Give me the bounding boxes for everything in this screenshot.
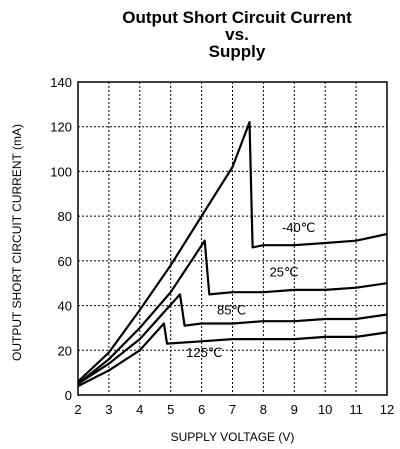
y-tick-label: 60: [58, 254, 72, 269]
x-tick-label: 5: [167, 402, 174, 417]
y-axis-label: OUTPUT SHORT CIRCUIT CURRENT (mA): [10, 124, 24, 361]
x-tick-label: 4: [136, 402, 143, 417]
y-tick-label: 0: [65, 388, 72, 403]
y-tick-label: 40: [58, 299, 72, 314]
x-tick-label: 3: [105, 402, 112, 417]
series-line: [77, 121, 388, 383]
series-label: -40℃: [282, 220, 315, 235]
x-tick-label: 11: [349, 402, 363, 417]
x-axis-label: SUPPLY VOLTAGE (V): [171, 430, 295, 444]
plot-frame: [77, 81, 388, 396]
series-lines: [77, 121, 388, 388]
series-label: 25℃: [270, 265, 299, 280]
x-tick-labels: 2 3 4 5 6 7 8 9 10 11 12: [74, 402, 394, 417]
series-line: [77, 322, 388, 388]
grid: [78, 82, 387, 395]
x-tick-label: 6: [198, 402, 205, 417]
series-label: 85℃: [217, 303, 246, 318]
series-line: [77, 293, 388, 385]
chart-title-line: Output Short Circuit Current: [122, 8, 352, 27]
y-tick-labels: 0 20 40 60 80 100 120 140: [50, 75, 72, 403]
chart-title-line: Supply: [209, 42, 266, 61]
x-tick-label: 9: [291, 402, 298, 417]
y-tick-label: 80: [58, 209, 72, 224]
series-line: [77, 239, 388, 385]
x-tick-label: 10: [318, 402, 332, 417]
y-tick-label: 120: [50, 120, 72, 135]
y-tick-label: 100: [50, 164, 72, 179]
series-label: 125℃: [186, 345, 222, 360]
x-tick-label: 2: [74, 402, 81, 417]
y-tick-label: 20: [58, 343, 72, 358]
y-tick-label: 140: [50, 75, 72, 90]
series-labels: -40℃ 25℃ 85℃ 125℃: [186, 220, 315, 360]
chart-title-line: vs.: [225, 25, 249, 44]
x-tick-label: 12: [380, 402, 394, 417]
x-tick-label: 7: [229, 402, 236, 417]
x-tick-label: 8: [260, 402, 267, 417]
